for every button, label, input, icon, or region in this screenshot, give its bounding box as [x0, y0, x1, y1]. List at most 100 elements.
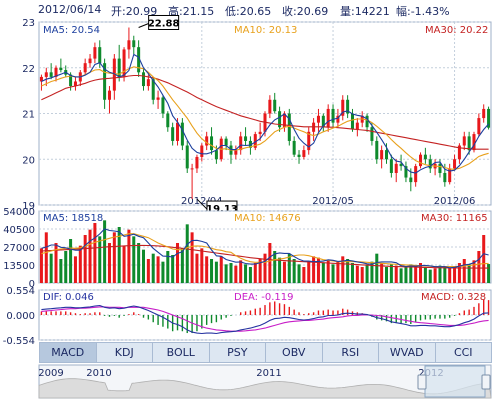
candle-body	[477, 118, 481, 135]
volume-bar	[190, 232, 194, 283]
candle-body	[462, 136, 466, 146]
tab-rsi[interactable]: RSI	[323, 343, 379, 362]
volume-tick-label: 27000	[3, 243, 35, 254]
volume-bar	[88, 229, 92, 283]
candle-body	[438, 163, 442, 173]
candle-body	[107, 90, 111, 100]
candle-body	[210, 136, 214, 151]
candle-body	[307, 131, 311, 151]
candle-body	[282, 113, 286, 128]
volume-bar	[414, 265, 418, 283]
volume-bar	[336, 261, 340, 283]
volume-bar	[282, 261, 286, 283]
candle-body	[316, 115, 320, 123]
volume-bar	[229, 263, 233, 283]
candle-body	[146, 79, 150, 87]
volume-bar	[122, 245, 126, 283]
indicator-tabs: MACD KDJ BOLL PSY OBV RSI WVAD CCI	[39, 342, 492, 363]
tab-cci[interactable]: CCI	[453, 346, 473, 359]
volume-ma30-line	[41, 244, 489, 269]
overview-left-handle[interactable]	[417, 374, 427, 390]
volume-bar	[477, 251, 481, 283]
annotation-box	[148, 14, 180, 30]
candle-body	[161, 97, 165, 114]
volume-bar	[380, 263, 384, 283]
volume-bar	[375, 253, 379, 283]
candle-body	[44, 72, 48, 77]
price-tick-label: 19	[22, 201, 35, 212]
candle-body	[336, 115, 340, 123]
tab-wvad[interactable]: WVAD	[379, 343, 436, 362]
volume-bar	[93, 223, 97, 283]
volume-bar	[44, 232, 48, 283]
volume-bar	[287, 253, 291, 283]
volume-bar	[467, 264, 471, 283]
candle-body	[443, 172, 447, 183]
volume-bar	[370, 261, 374, 283]
volume-bar	[350, 263, 354, 283]
volume-bar	[428, 269, 432, 283]
candle-body	[423, 154, 427, 160]
tab-macd[interactable]: MACD	[40, 343, 97, 362]
volume-bar	[54, 243, 58, 283]
overview-tick-label: 2011	[256, 368, 281, 379]
candle-body	[200, 145, 204, 157]
price-tick-label: 22	[22, 64, 35, 75]
candle-body	[185, 145, 189, 169]
volume-legend-1: MA5: 18518	[43, 213, 103, 224]
candle-body	[141, 72, 146, 87]
candle-body	[151, 79, 155, 100]
volume-bar	[443, 267, 447, 283]
quote-open: 开:20.99	[111, 5, 158, 18]
candle-body	[73, 81, 77, 87]
candle-body	[321, 115, 325, 128]
volume-bar	[161, 261, 165, 283]
candle-body	[487, 108, 491, 128]
candle-body	[297, 154, 301, 157]
candle-body	[248, 140, 252, 148]
overview-right-handle[interactable]	[481, 374, 491, 390]
overview-selection-window[interactable]	[424, 365, 486, 398]
price-ma30-line	[41, 74, 489, 150]
volume-bar	[214, 261, 218, 283]
tab-psy[interactable]: PSY	[210, 343, 266, 362]
candle-body	[253, 134, 257, 148]
candle-body	[205, 136, 209, 146]
overview-tick-label: 2009	[38, 368, 63, 379]
candle-body	[482, 108, 486, 119]
volume-bar	[419, 263, 423, 283]
tab-obv[interactable]: OBV	[266, 343, 323, 362]
volume-bar	[195, 253, 199, 283]
volume-bar	[346, 259, 350, 283]
quote-close: 收:20.69	[282, 5, 329, 18]
volume-bar	[316, 257, 320, 283]
candle-body	[137, 47, 141, 73]
candle-body	[375, 140, 379, 160]
candle-body	[389, 159, 393, 173]
candle-body	[380, 150, 384, 160]
tab-kdj[interactable]: KDJ	[97, 343, 153, 362]
volume-legend-3: MA30: 11165	[421, 213, 488, 224]
volume-bar	[132, 236, 136, 283]
price-legend-3: MA30: 20.22	[425, 25, 488, 36]
volume-tick-label: 54000	[3, 207, 35, 218]
overview-tick-label: 2010	[86, 368, 111, 379]
tab-boll[interactable]: BOLL	[153, 343, 210, 362]
date-tick-label: 2012/05	[312, 196, 354, 207]
volume-bar	[234, 265, 238, 283]
volume-tick-label: 13500	[3, 261, 35, 272]
candle-body	[103, 63, 107, 100]
volume-bar	[462, 259, 466, 283]
volume-bar	[171, 255, 175, 283]
volume-bar	[399, 268, 403, 283]
volume-bar	[268, 243, 272, 283]
volume-ma5-line	[41, 228, 489, 269]
volume-bar	[263, 253, 267, 283]
macd-dea-line	[41, 306, 489, 332]
volume-bar	[253, 263, 257, 283]
candle-body	[419, 154, 423, 167]
volume-bar	[103, 220, 107, 283]
volume-bar	[200, 248, 204, 283]
candle-body	[122, 49, 126, 77]
